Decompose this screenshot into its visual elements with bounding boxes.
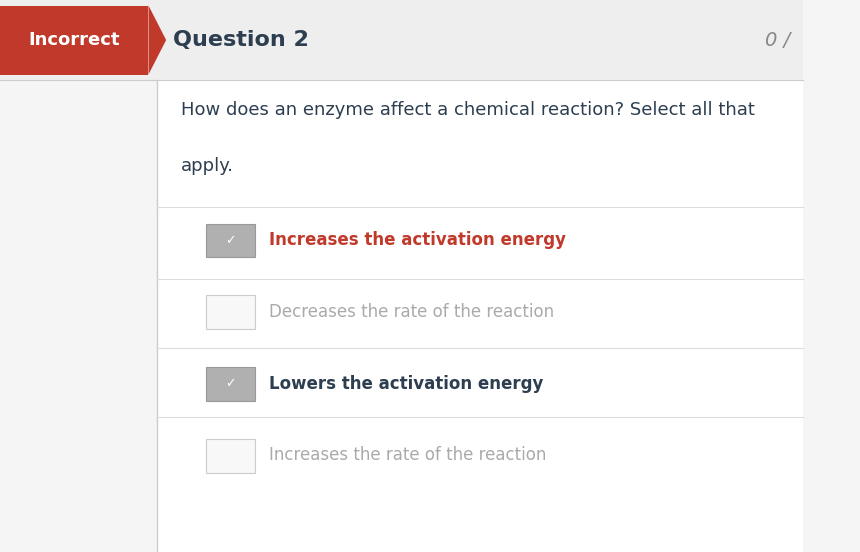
Text: Increases the activation energy: Increases the activation energy xyxy=(269,231,566,249)
FancyBboxPatch shape xyxy=(206,439,255,473)
FancyBboxPatch shape xyxy=(206,367,255,401)
Text: Decreases the rate of the reaction: Decreases the rate of the reaction xyxy=(269,303,554,321)
Polygon shape xyxy=(149,6,166,75)
FancyBboxPatch shape xyxy=(206,295,255,329)
FancyBboxPatch shape xyxy=(0,6,149,75)
FancyBboxPatch shape xyxy=(206,224,255,257)
Text: How does an enzyme affect a chemical reaction? Select all that: How does an enzyme affect a chemical rea… xyxy=(181,102,754,119)
Text: ✓: ✓ xyxy=(225,378,236,390)
FancyBboxPatch shape xyxy=(157,80,802,552)
Text: Increases the rate of the reaction: Increases the rate of the reaction xyxy=(269,447,546,464)
Text: Question 2: Question 2 xyxy=(173,30,309,50)
Text: Lowers the activation energy: Lowers the activation energy xyxy=(269,375,544,392)
Text: apply.: apply. xyxy=(181,157,234,174)
Text: ✓: ✓ xyxy=(225,234,236,247)
Text: 0 /: 0 / xyxy=(765,30,790,50)
FancyBboxPatch shape xyxy=(0,80,157,552)
FancyBboxPatch shape xyxy=(0,0,802,80)
Text: Incorrect: Incorrect xyxy=(28,31,120,49)
